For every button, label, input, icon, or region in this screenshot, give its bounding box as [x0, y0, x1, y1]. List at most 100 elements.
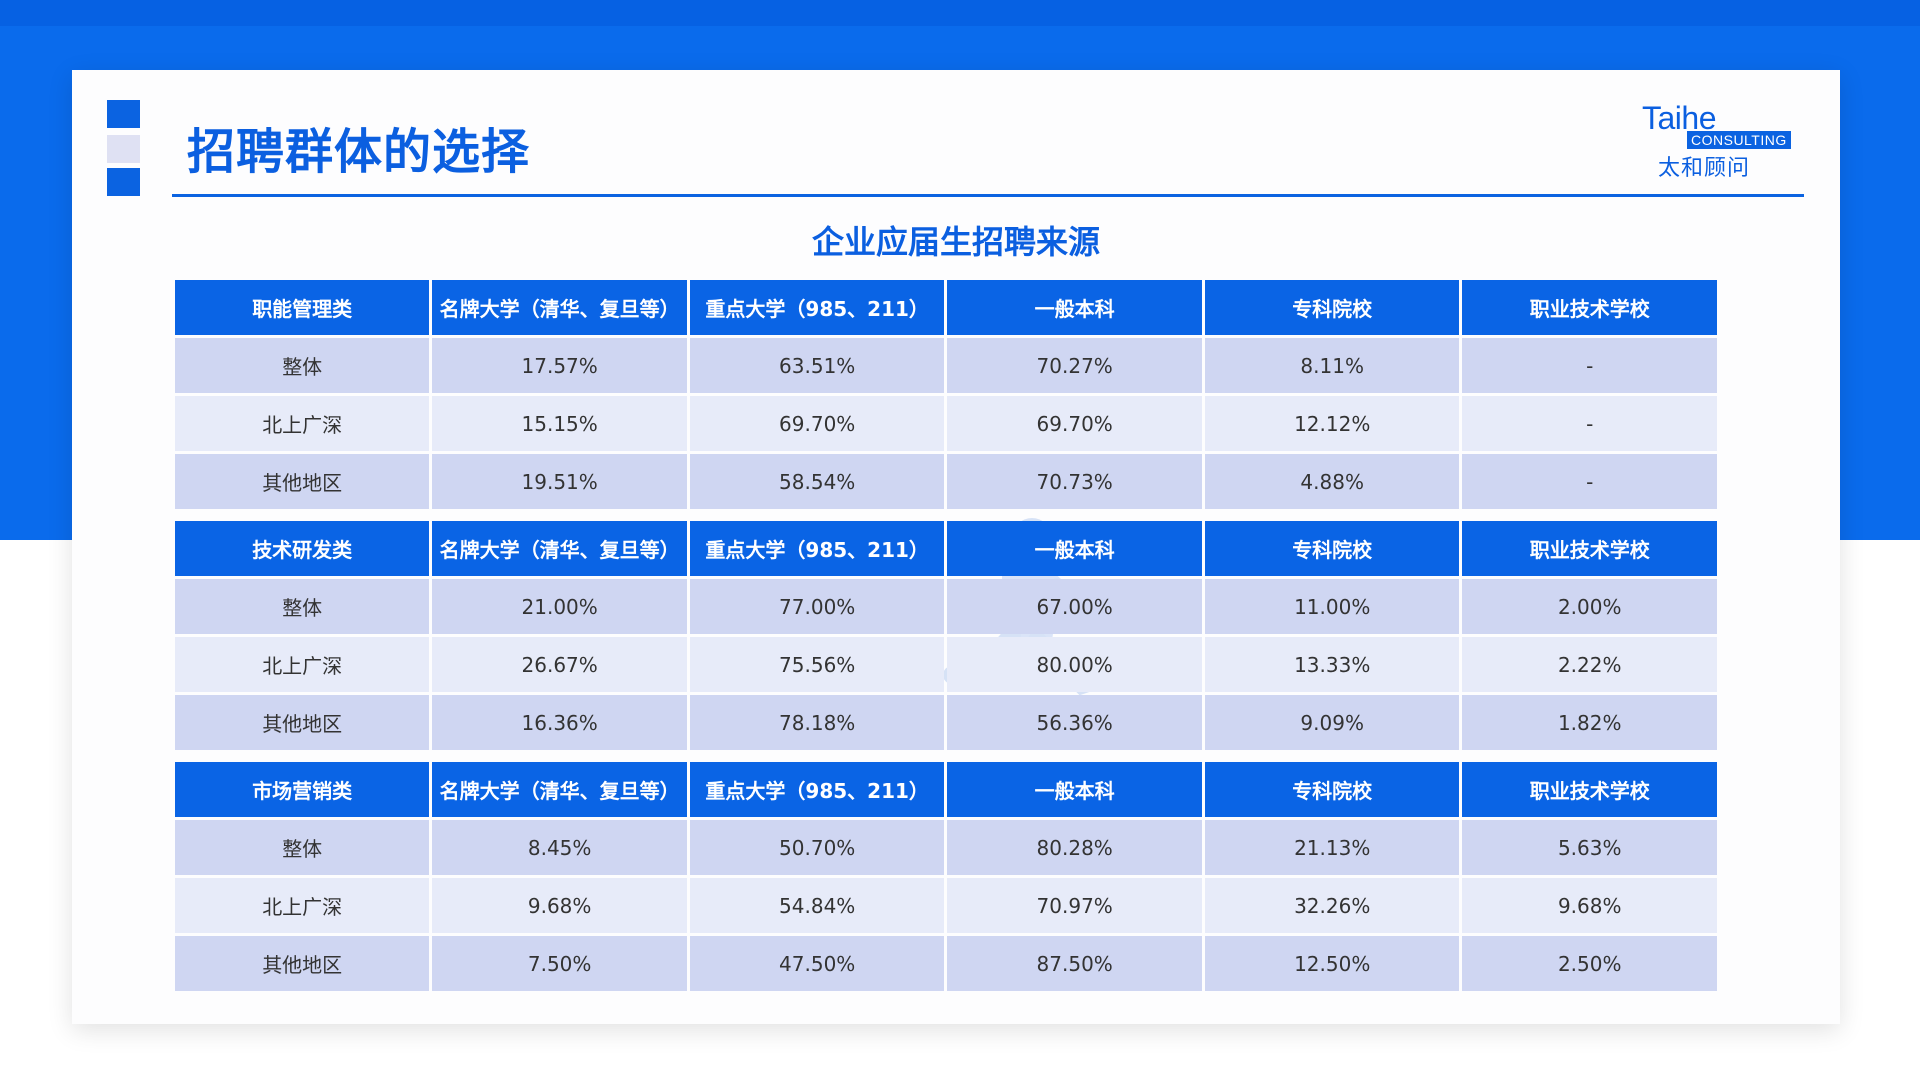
table-title: 企业应届生招聘来源: [811, 223, 1100, 261]
table-row: 北上广深 15.15% 69.70% 69.70% 12.12% -: [175, 396, 1717, 451]
table-cell: 2.00%: [1462, 579, 1717, 634]
table-block-marketing: 市场营销类 名牌大学（清华、复旦等） 重点大学（985、211） 一般本科 专科…: [175, 759, 1721, 994]
table-cell: -: [1462, 338, 1717, 393]
table-cell: 2.22%: [1462, 637, 1717, 692]
table-cell: 8.45%: [432, 820, 687, 875]
table-header-row: 市场营销类 名牌大学（清华、复旦等） 重点大学（985、211） 一般本科 专科…: [175, 762, 1717, 817]
table-row: 其他地区 7.50% 47.50% 87.50% 12.50% 2.50%: [175, 936, 1717, 991]
table-cell: 75.56%: [689, 637, 945, 692]
column-header: 职业技术学校: [1462, 762, 1717, 817]
column-header: 职业技术学校: [1462, 521, 1717, 576]
column-header: 重点大学（985、211）: [689, 280, 945, 335]
logo-badge: CONSULTING: [1687, 131, 1791, 149]
table-cell: 77.00%: [689, 579, 945, 634]
table-block-management: 职能管理类 名牌大学（清华、复旦等） 重点大学（985、211） 一般本科 专科…: [175, 277, 1721, 512]
decor-square: [107, 135, 140, 163]
row-label: 整体: [175, 338, 430, 393]
category-header: 市场营销类: [175, 762, 430, 817]
table-cell: 80.00%: [947, 637, 1202, 692]
table-cell: 21.13%: [1204, 820, 1460, 875]
table-row: 北上广深 26.67% 75.56% 80.00% 13.33% 2.22%: [175, 637, 1717, 692]
slide-card: 招聘群体的选择 Taihe CONSULTING 太和顾问 企业应届生招聘来源 …: [72, 70, 1840, 1024]
table-cell: 21.00%: [432, 579, 687, 634]
column-header: 一般本科: [947, 280, 1202, 335]
table-cell: 80.28%: [947, 820, 1202, 875]
data-table: 职能管理类 名牌大学（清华、复旦等） 重点大学（985、211） 一般本科 专科…: [172, 277, 1720, 512]
table-cell: 7.50%: [432, 936, 687, 991]
table-header-row: 技术研发类 名牌大学（清华、复旦等） 重点大学（985、211） 一般本科 专科…: [175, 521, 1717, 576]
column-header: 专科院校: [1204, 762, 1460, 817]
table-cell: 1.82%: [1462, 695, 1717, 750]
table-cell: 5.63%: [1462, 820, 1717, 875]
table-cell: 54.84%: [689, 878, 945, 933]
row-label: 北上广深: [175, 396, 430, 451]
title-divider: [172, 194, 1804, 197]
table-row: 北上广深 9.68% 54.84% 70.97% 32.26% 9.68%: [175, 878, 1717, 933]
logo-chinese-name: 太和顾问: [1658, 156, 1751, 181]
table-cell: 12.12%: [1204, 396, 1460, 451]
table-row: 其他地区 16.36% 78.18% 56.36% 9.09% 1.82%: [175, 695, 1717, 750]
table-row: 整体 17.57% 63.51% 70.27% 8.11% -: [175, 338, 1717, 393]
column-header: 重点大学（985、211）: [689, 521, 945, 576]
table-cell: 4.88%: [1204, 454, 1460, 509]
table-cell: 56.36%: [947, 695, 1202, 750]
table-cell: 11.00%: [1204, 579, 1460, 634]
table-cell: 15.15%: [432, 396, 687, 451]
logo-wordmark: Taihe: [1642, 100, 1717, 136]
table-row: 其他地区 19.51% 58.54% 70.73% 4.88% -: [175, 454, 1717, 509]
category-header: 职能管理类: [175, 280, 430, 335]
decor-square: [107, 168, 140, 196]
table-cell: -: [1462, 454, 1717, 509]
row-label: 其他地区: [175, 936, 430, 991]
column-header: 职业技术学校: [1462, 280, 1717, 335]
table-block-rnd: 技术研发类 名牌大学（清华、复旦等） 重点大学（985、211） 一般本科 专科…: [175, 518, 1721, 753]
table-cell: 13.33%: [1204, 637, 1460, 692]
row-label: 北上广深: [175, 878, 430, 933]
row-label: 整体: [175, 579, 430, 634]
table-cell: 78.18%: [689, 695, 945, 750]
table-cell: 26.67%: [432, 637, 687, 692]
page-title: 招聘群体的选择: [187, 124, 531, 180]
row-label: 其他地区: [175, 695, 430, 750]
table-cell: 19.51%: [432, 454, 687, 509]
table-cell: 69.70%: [947, 396, 1202, 451]
table-cell: 70.97%: [947, 878, 1202, 933]
table-cell: 50.70%: [689, 820, 945, 875]
column-header: 重点大学（985、211）: [689, 762, 945, 817]
table-cell: 69.70%: [689, 396, 945, 451]
table-cell: 2.50%: [1462, 936, 1717, 991]
table-cell: 47.50%: [689, 936, 945, 991]
column-header: 一般本科: [947, 521, 1202, 576]
column-header: 名牌大学（清华、复旦等）: [432, 521, 687, 576]
table-cell: 9.68%: [432, 878, 687, 933]
table-cell: 12.50%: [1204, 936, 1460, 991]
column-header: 专科院校: [1204, 521, 1460, 576]
row-label: 整体: [175, 820, 430, 875]
table-cell: 9.09%: [1204, 695, 1460, 750]
table-cell: 67.00%: [947, 579, 1202, 634]
data-table: 技术研发类 名牌大学（清华、复旦等） 重点大学（985、211） 一般本科 专科…: [172, 518, 1720, 753]
data-table: 市场营销类 名牌大学（清华、复旦等） 重点大学（985、211） 一般本科 专科…: [172, 759, 1720, 994]
table-cell: 63.51%: [689, 338, 945, 393]
table-cell: 70.73%: [947, 454, 1202, 509]
column-header: 名牌大学（清华、复旦等）: [432, 762, 687, 817]
table-cell: 8.11%: [1204, 338, 1460, 393]
table-cell: 9.68%: [1462, 878, 1717, 933]
table-cell: 32.26%: [1204, 878, 1460, 933]
company-logo: Taihe CONSULTING 太和顾问: [1642, 100, 1812, 181]
table-cell: 58.54%: [689, 454, 945, 509]
row-label: 北上广深: [175, 637, 430, 692]
table-header-row: 职能管理类 名牌大学（清华、复旦等） 重点大学（985、211） 一般本科 专科…: [175, 280, 1717, 335]
row-label: 其他地区: [175, 454, 430, 509]
column-header: 名牌大学（清华、复旦等）: [432, 280, 687, 335]
decor-square: [107, 100, 140, 128]
category-header: 技术研发类: [175, 521, 430, 576]
table-cell: 16.36%: [432, 695, 687, 750]
table-cell: -: [1462, 396, 1717, 451]
recruitment-tables: 职能管理类 名牌大学（清华、复旦等） 重点大学（985、211） 一般本科 专科…: [175, 277, 1721, 1000]
table-cell: 17.57%: [432, 338, 687, 393]
table-cell: 70.27%: [947, 338, 1202, 393]
table-row: 整体 8.45% 50.70% 80.28% 21.13% 5.63%: [175, 820, 1717, 875]
background-band: [0, 0, 1920, 26]
column-header: 专科院校: [1204, 280, 1460, 335]
